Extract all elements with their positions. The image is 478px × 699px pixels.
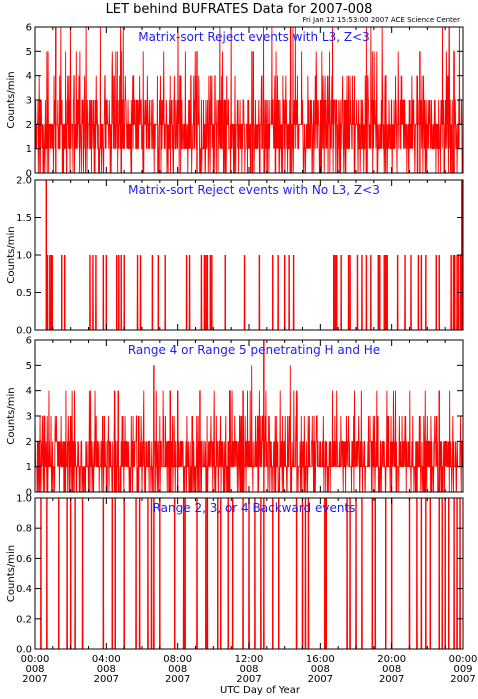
panel-2: 0.0 0.5 1.0 1.5 2.0 Counts/min Matrix-sort Rej…	[6, 176, 464, 337]
y-tick-label: 2	[26, 120, 32, 131]
y-tick-label: 1	[26, 144, 32, 155]
panel-1: 0 1 2 3 4 5 6 Counts/min Matrix-sort Reject even…	[6, 23, 464, 180]
x-tick-label: 08:00	[163, 654, 192, 665]
x-tick-label: 008	[25, 664, 44, 675]
y-tick-label: 0.0	[16, 645, 32, 656]
x-tick-label: 008	[97, 664, 116, 675]
y-tick-label: 2	[26, 437, 32, 448]
x-tick-label: 2007	[236, 674, 261, 685]
x-tick-label: 008	[311, 664, 330, 675]
y-axis-label: Counts/min	[6, 387, 17, 444]
y-tick-label: 3	[26, 96, 32, 107]
y-tick-label: 2.0	[16, 176, 32, 187]
x-tick-label: 12:00	[235, 654, 264, 665]
y-tick-label: 0	[26, 169, 32, 180]
y-tick-label: 4	[26, 386, 32, 397]
series-line	[34, 339, 464, 493]
x-tick-label: 04:00	[92, 654, 121, 665]
y-axis-label: Counts/min	[6, 71, 17, 128]
x-tick-label: 2007	[450, 674, 475, 685]
x-tick-label: 2007	[379, 674, 404, 685]
panel-3: 0 1 2 3 4 5 6 Counts/min Range 4 or Range 5 pene…	[6, 336, 464, 499]
x-tick-label: 2007	[22, 674, 47, 685]
y-tick-label: 0.2	[16, 614, 32, 625]
x-tick-label: 008	[382, 664, 401, 675]
chart-title: LET behind BUFRATES Data for 2007-008	[106, 2, 373, 17]
y-tick-label: 3	[26, 412, 32, 423]
panel-title: Matrix-sort Reject events with L3, Z<3	[138, 30, 370, 44]
x-tick-label: 009	[453, 664, 472, 675]
y-tick-label: 5	[26, 47, 32, 58]
x-tick-label: 2007	[308, 674, 333, 685]
panel-title: Range 2, 3, or 4 Backward events	[153, 501, 356, 515]
y-tick-label: 0	[26, 488, 32, 499]
x-axis-label: UTC Day of Year	[220, 685, 301, 696]
chart-subtitle: Fri Jan 12 15:53:00 2007 ACE Science Cen…	[302, 16, 460, 24]
y-tick-label: 5	[26, 361, 32, 372]
panel-frame	[34, 179, 464, 331]
y-tick-label: 4	[26, 71, 32, 82]
y-tick-label: 1.0	[16, 251, 32, 262]
y-axis-label: Counts/min	[6, 545, 17, 602]
y-tick-label: 6	[26, 23, 32, 34]
x-tick-label: 008	[168, 664, 187, 675]
panel-4: 0.0 0.2 0.4 0.6 0.8 1.0 Counts/min Range 2, 3, …	[6, 494, 464, 656]
x-tick-label: 16:00	[306, 654, 335, 665]
x-tick-label: 20:00	[377, 654, 406, 665]
y-tick-label: 0.5	[16, 288, 32, 299]
y-axis-label: Counts/min	[6, 226, 17, 283]
y-tick-label: 0.6	[16, 554, 32, 565]
y-tick-label: 1	[26, 462, 32, 473]
y-tick-label: 1.5	[16, 213, 32, 224]
series-line	[35, 179, 463, 331]
y-tick-label: 0.4	[16, 584, 32, 595]
series-line	[34, 26, 464, 174]
y-tick-label: 0.0	[16, 326, 32, 337]
panel-title: Matrix-sort Reject events with No L3, Z<…	[128, 183, 380, 197]
x-tick-label: 2007	[94, 674, 119, 685]
x-tick-label: 00:00	[21, 654, 50, 665]
x-tick-label: 00:00	[449, 654, 478, 665]
x-tick-label: 2007	[165, 674, 190, 685]
y-tick-label: 6	[26, 336, 32, 347]
panel-title: Range 4 or Range 5 penetrating H and He	[128, 343, 380, 357]
x-tick-label: 008	[239, 664, 258, 675]
y-tick-label: 0.8	[16, 524, 32, 535]
y-tick-label: 1.0	[16, 494, 32, 505]
